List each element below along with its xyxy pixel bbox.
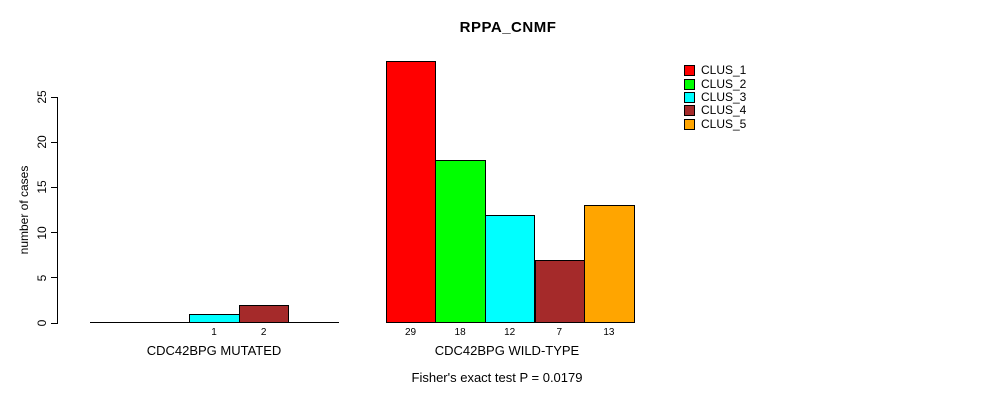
bar-value-label-clus_3-group1: 1 — [211, 327, 217, 338]
zero-bar-clus_1-group1 — [90, 322, 141, 323]
bar-value-label-clus_4-group2: 7 — [556, 327, 563, 338]
y-tick-label-20: 20 — [35, 135, 49, 149]
y-tick-line-0 — [51, 322, 58, 324]
bar-value-label-clus_5-group2: 13 — [603, 327, 615, 338]
legend-label-clus_1: CLUS_1 — [701, 63, 747, 78]
bar-value-label-clus_3-group2: 12 — [504, 327, 516, 338]
y-tick-line-25 — [51, 96, 58, 98]
legend-label-clus_4: CLUS_4 — [701, 103, 747, 118]
zero-bar-clus_5-group1 — [288, 322, 339, 323]
legend-label-clus_5: CLUS_5 — [701, 116, 747, 131]
legend-item-clus_3: CLUS_3 — [684, 89, 747, 104]
bar-clus_1-group2 — [385, 60, 437, 323]
y-axis-label: number of cases — [17, 165, 31, 255]
zero-bar-clus_2-group1 — [139, 322, 191, 323]
group-label-mutated: CDC42BPG MUTATED — [146, 343, 282, 358]
legend-item-clus_1: CLUS_1 — [684, 64, 746, 77]
legend-swatch-clus_5 — [684, 118, 695, 130]
bar-value-label-clus_1-group2: 29 — [404, 327, 417, 338]
legend-swatch-clus_4 — [684, 105, 695, 117]
legend-item-clus_4: CLUS_4 — [684, 104, 746, 117]
legend-item-clus_2: CLUS_2 — [684, 77, 746, 90]
fisher-test-annotation: Fisher's exact test P = 0.0179 — [411, 370, 583, 385]
bar-clus_5-group2 — [584, 205, 635, 323]
y-tick-line-5 — [51, 277, 58, 279]
bar-clus_2-group2 — [435, 160, 486, 323]
bar-clus_3-group2 — [484, 214, 536, 323]
y-tick-label-25: 25 — [35, 90, 49, 104]
legend-label-clus_3: CLUS_3 — [701, 89, 747, 104]
y-tick-label-15: 15 — [35, 180, 49, 195]
bar-clus_3-group1 — [189, 313, 240, 323]
legend-swatch-clus_1 — [684, 65, 695, 77]
y-tick-line-15 — [51, 186, 58, 188]
y-axis-line — [57, 97, 58, 324]
chart-title: RPPA_CNMF — [459, 19, 557, 36]
bar-clus_4-group2 — [534, 259, 586, 323]
legend-item-clus_5: CLUS_5 — [684, 116, 747, 131]
bar-value-label-clus_2-group2: 18 — [454, 327, 466, 338]
bar-value-label-clus_4-group1: 2 — [260, 327, 267, 338]
legend-swatch-clus_2 — [684, 78, 695, 90]
group-label-wild-type: CDC42BPG WILD-TYPE — [434, 343, 580, 358]
legend-label-clus_2: CLUS_2 — [701, 76, 747, 91]
y-tick-line-20 — [51, 141, 58, 143]
bar-clus_4-group1 — [238, 304, 290, 323]
y-tick-label-0: 0 — [35, 319, 49, 327]
legend: CLUS_1 CLUS_2 CLUS_3 CLUS_4 CLUS_5 — [684, 64, 746, 131]
y-tick-line-10 — [51, 232, 58, 234]
legend-swatch-clus_3 — [684, 91, 695, 103]
y-tick-label-5: 5 — [35, 274, 49, 282]
y-tick-label-10: 10 — [35, 225, 49, 240]
